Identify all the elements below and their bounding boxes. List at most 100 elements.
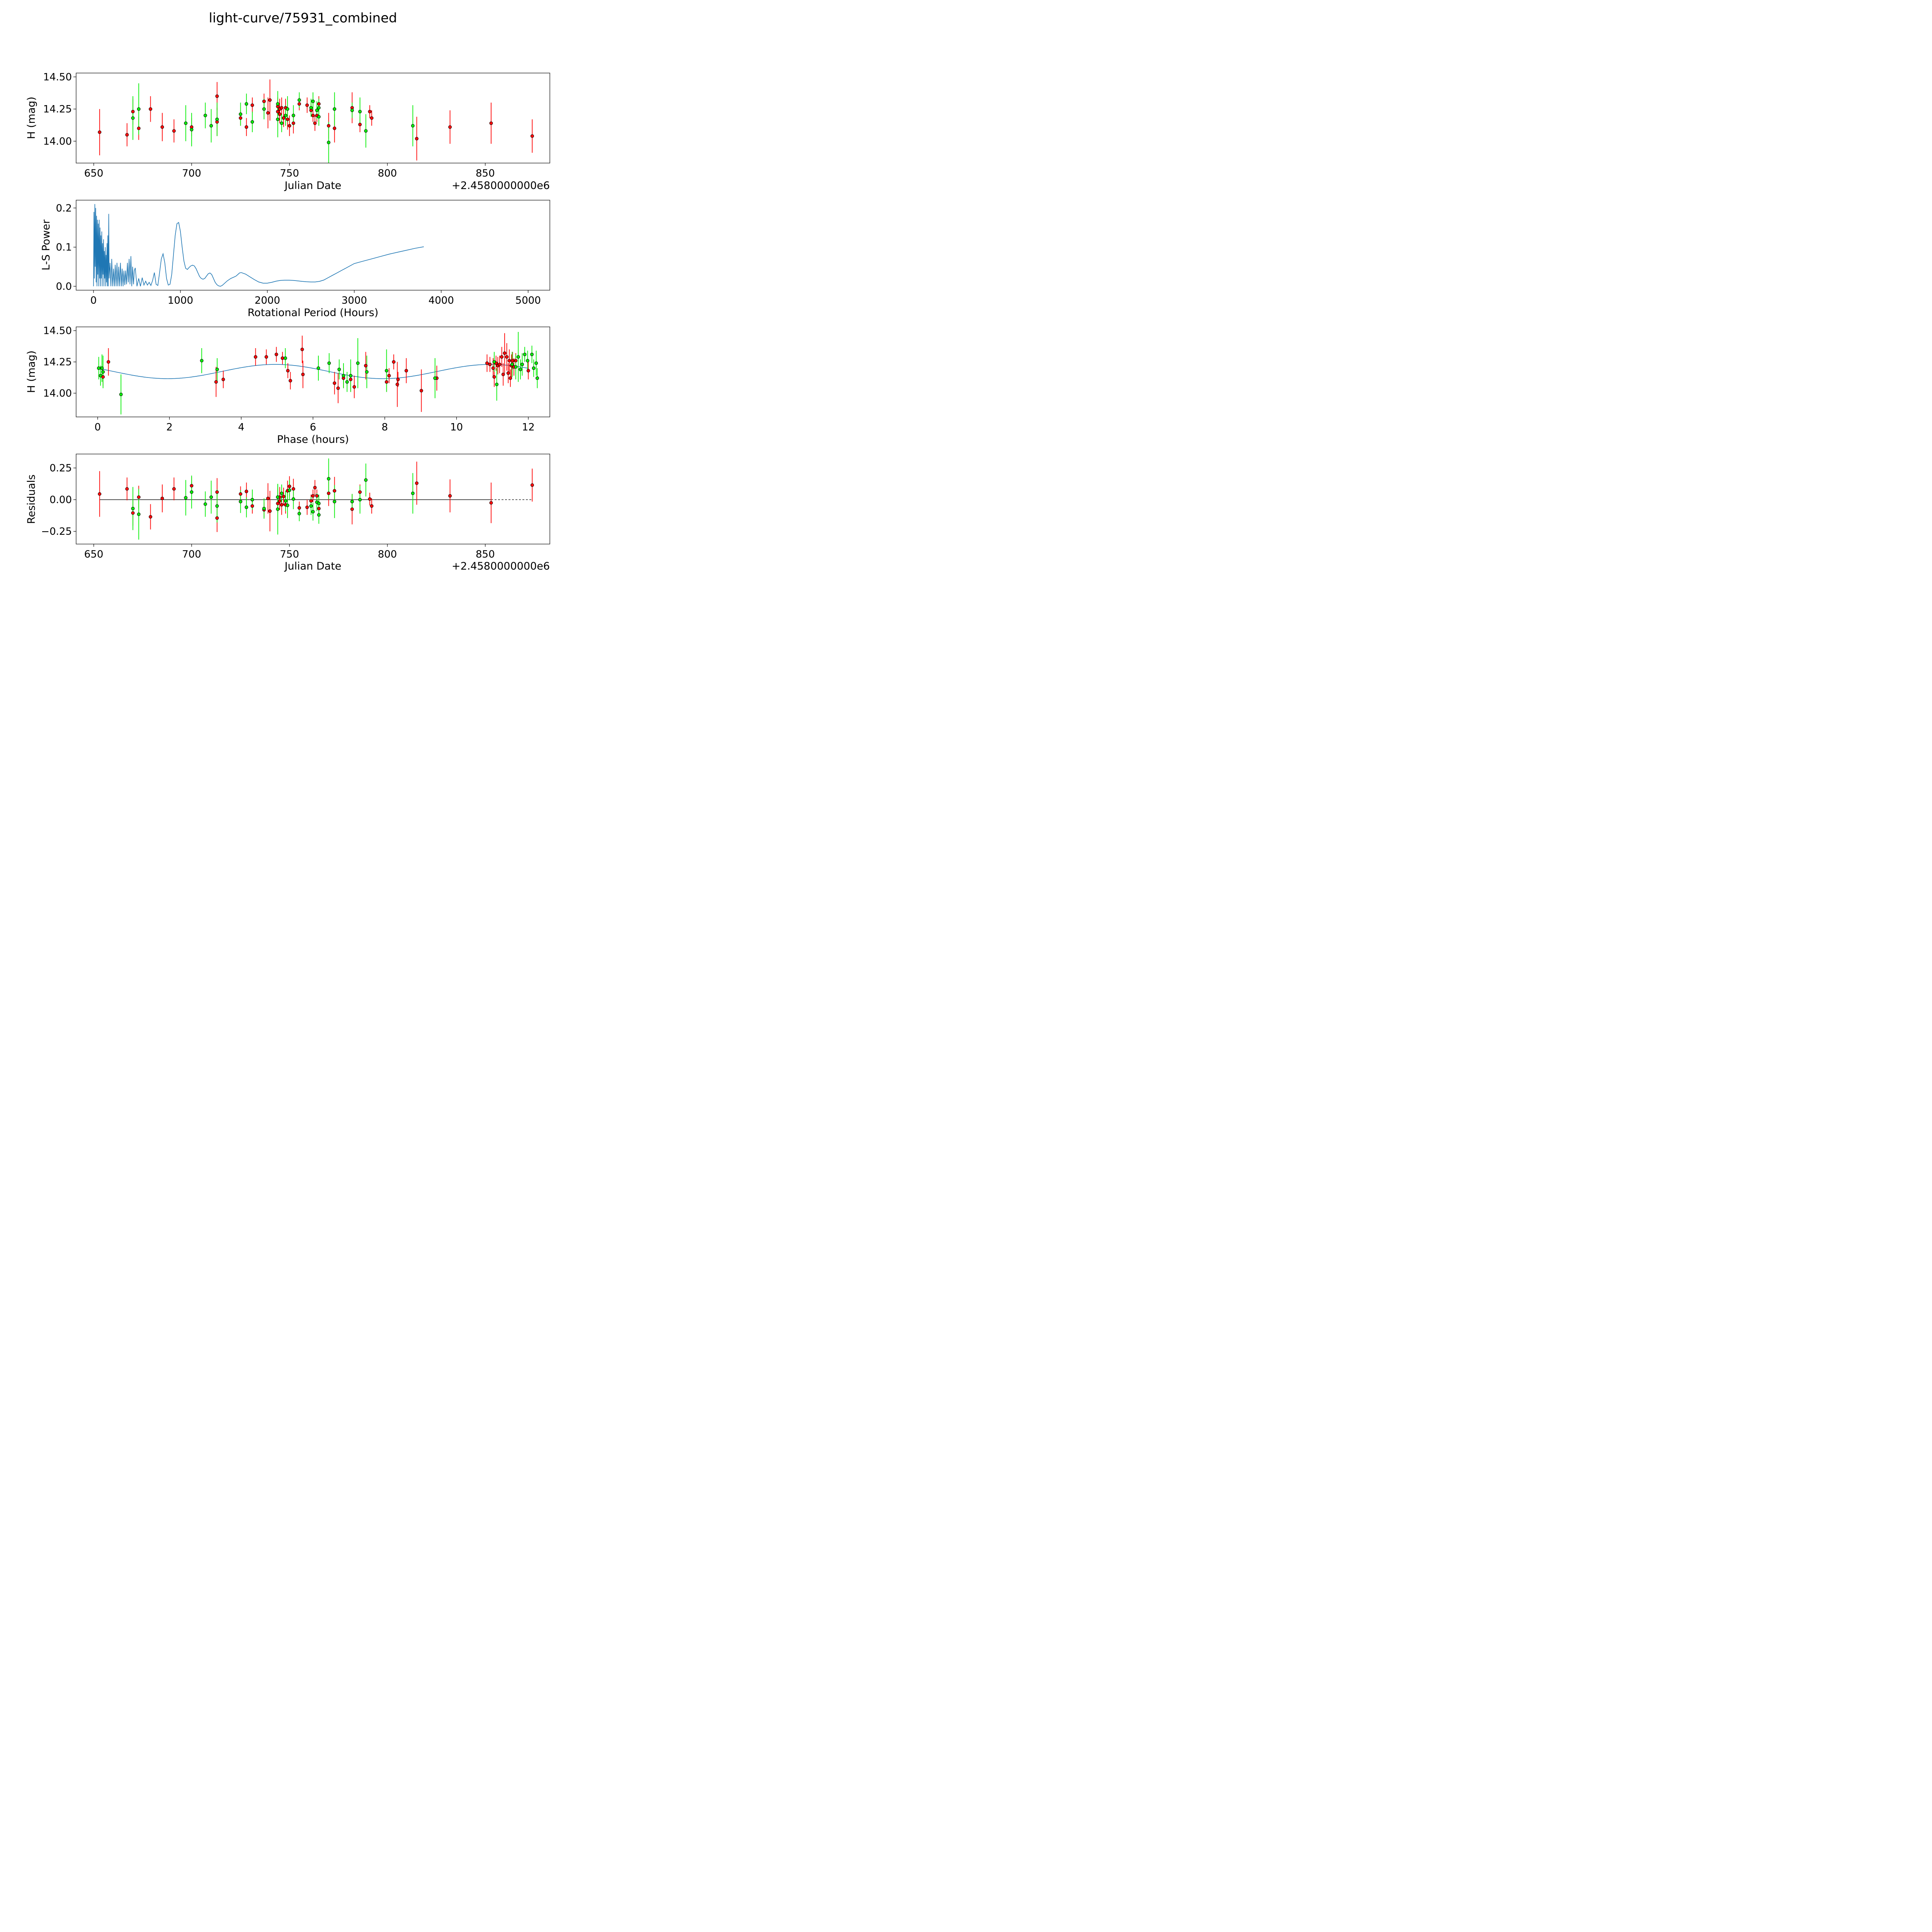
panel-residuals-offset: +2.4580000000e6: [452, 560, 550, 572]
phased-point-r: [349, 378, 353, 381]
residuals-point-r: [278, 499, 282, 503]
phased-point-g: [433, 376, 437, 380]
light-curve-point-r: [266, 111, 270, 115]
periodogram-xtick-label: 3000: [342, 295, 367, 306]
phased-point-g: [101, 370, 105, 374]
phased-point-r: [419, 389, 423, 393]
light-curve-point-r: [368, 110, 372, 114]
residuals-point-g: [309, 504, 313, 508]
phased-point-r: [500, 355, 504, 359]
light-curve-point-r: [125, 133, 129, 137]
light-curve-ytick-label: 14.50: [43, 71, 72, 83]
light-curve-point-g: [358, 110, 362, 114]
light-curve-point-r: [291, 121, 295, 125]
phased-point-g: [519, 367, 522, 371]
phased-point-g: [119, 393, 123, 396]
phased-point-g: [535, 376, 539, 380]
residuals-point-r: [245, 490, 248, 493]
panel-periodogram-xlabel: Rotational Period (Hours): [248, 307, 379, 319]
residuals-point-r: [291, 487, 295, 491]
residuals-point-g: [286, 503, 289, 507]
light-curve-point-r: [333, 126, 337, 130]
figure: light-curve/75931_combined 650 700 750 800 8…: [26, 10, 550, 572]
residuals-point-r: [305, 505, 309, 509]
phased-point-r: [281, 356, 284, 360]
light-curve-point-g: [309, 106, 313, 110]
phased-point-r: [498, 362, 502, 366]
phased-point-g: [100, 366, 104, 370]
light-curve-point-r: [245, 125, 248, 129]
light-curve-point-g: [190, 128, 194, 131]
phased-point-r: [221, 378, 225, 381]
residuals-point-r: [327, 492, 331, 495]
residuals-point-g: [280, 492, 284, 495]
phased-point-r: [387, 374, 391, 378]
phased-ytick-label: 14.25: [43, 357, 72, 368]
light-curve-point-r: [327, 124, 331, 128]
light-curve-point-g: [411, 124, 415, 128]
phased-point-g: [215, 367, 219, 371]
residuals-point-r: [98, 492, 102, 496]
residuals-point-g: [298, 512, 301, 515]
light-curve-point-r: [239, 116, 243, 120]
phased-point-r: [492, 375, 496, 379]
periodogram-xtick-label: 2000: [255, 295, 280, 306]
phased-point-r: [503, 351, 507, 355]
residuals-point-g: [137, 512, 141, 516]
phased-point-g: [99, 374, 102, 378]
light-curve-point-r: [160, 125, 164, 129]
phased-ytick-label: 14.50: [43, 325, 72, 337]
light-curve-point-g: [250, 120, 254, 124]
phased-ytick-label: 14.00: [43, 388, 72, 400]
phased-point-g: [530, 352, 534, 356]
residuals-point-r: [313, 486, 317, 490]
panel-periodogram-frame: [76, 200, 550, 291]
residuals-xtick-label: 650: [84, 549, 104, 560]
phased-point-r: [488, 362, 492, 366]
residuals-point-r: [317, 507, 321, 510]
residuals-point-g: [358, 498, 362, 502]
panel-light-curve: 650 700 750 800 850 14.00 14.25 14.50 Julian Da…: [26, 71, 550, 192]
periodogram-line: [93, 204, 424, 287]
phased-point-g: [532, 366, 536, 370]
residuals-point-r: [215, 490, 219, 494]
phased-point-r: [514, 359, 518, 362]
residuals-point-r: [239, 492, 243, 496]
light-curve-point-r: [278, 112, 282, 116]
phased-point-r: [352, 385, 356, 389]
residuals-point-r: [282, 495, 286, 498]
phased-point-r: [509, 376, 512, 380]
residuals-point-r: [350, 507, 354, 511]
light-curve-point-r: [370, 116, 374, 120]
phased-point-g: [514, 365, 518, 369]
residuals-point-r: [172, 487, 176, 491]
phased-point-r: [333, 381, 337, 385]
phased-point-r: [507, 359, 511, 362]
phased-xtick-label: 0: [94, 422, 101, 433]
residuals-point-r: [358, 490, 362, 494]
residuals-point-r: [149, 515, 153, 519]
light-curve-point-r: [287, 124, 291, 128]
phased-xtick-label: 12: [522, 422, 535, 433]
light-curve-point-g: [131, 116, 135, 120]
residuals-point-r: [489, 501, 493, 505]
panel-residuals-marks: 650 700 750 800 850 −0.25 0.00 0.25: [41, 458, 534, 560]
light-curve-point-r: [530, 134, 534, 138]
phased-point-g: [534, 361, 538, 365]
light-curve-point-g: [276, 102, 280, 106]
light-curve-xtick-label: 700: [182, 168, 201, 179]
light-curve-point-g: [276, 117, 280, 121]
panel-periodogram: 0 1000 2000 3000 4000 5000 0.0 0.1 0.2 Rotationa…: [40, 200, 550, 319]
light-curve-point-r: [268, 98, 272, 102]
residuals-point-g: [239, 500, 243, 503]
residuals-point-r: [131, 511, 135, 515]
residuals-point-r: [215, 516, 219, 520]
residuals-point-r: [415, 481, 419, 485]
light-curve-point-r: [313, 121, 317, 125]
periodogram-ytick-label: 0.2: [56, 202, 72, 214]
panel-phased-marks: 0 2 4 6 8 10 12 14.00 14.25 14.50: [43, 325, 539, 433]
panel-phased-xlabel: Phase (hours): [277, 434, 349, 446]
residuals-point-g: [291, 497, 295, 501]
phased-xtick-label: 8: [381, 422, 388, 433]
phased-point-g: [316, 366, 320, 370]
